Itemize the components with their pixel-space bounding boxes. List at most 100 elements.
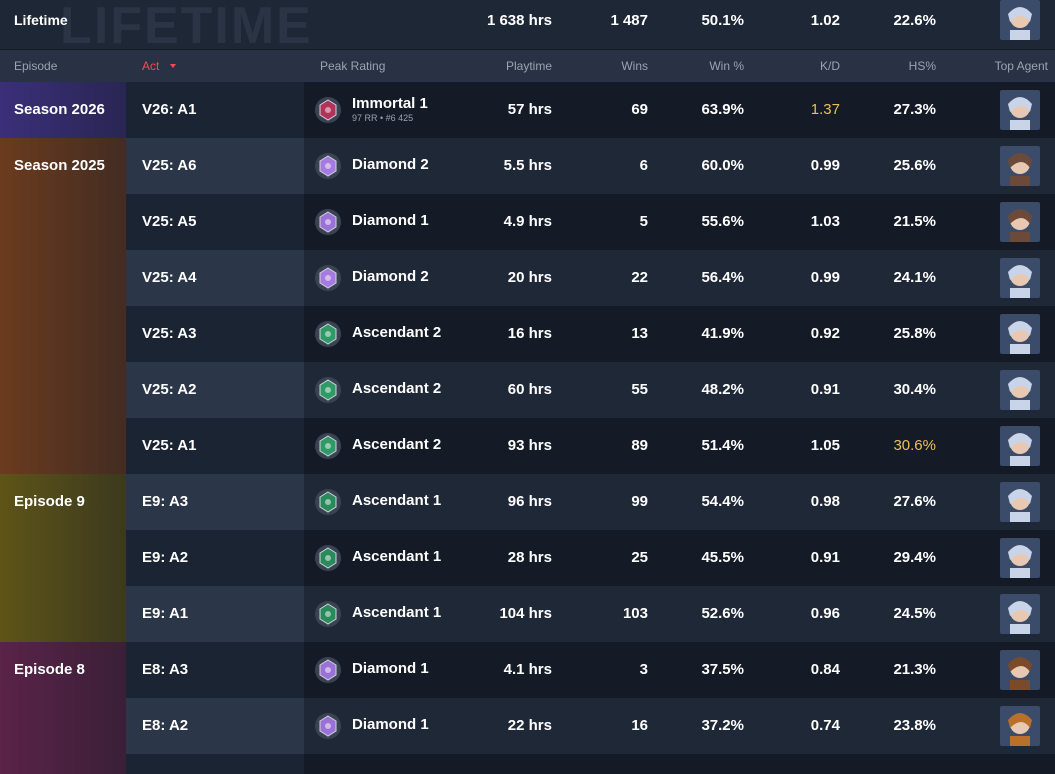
agent-avatar xyxy=(1000,594,1040,634)
act: E9: A1 xyxy=(142,605,189,622)
rank-icon xyxy=(315,265,341,291)
wins: 16 xyxy=(631,717,648,734)
header-peak: Peak Rating xyxy=(320,59,386,73)
episode-cell xyxy=(0,642,126,774)
kd: 0.98 xyxy=(810,493,840,510)
episode-cell xyxy=(0,82,126,138)
wins: 22 xyxy=(631,269,648,286)
rank: Diamond 1 xyxy=(352,660,429,677)
agent-avatar xyxy=(1000,538,1040,578)
act-bg xyxy=(126,362,304,418)
act: V25: A5 xyxy=(142,213,197,230)
agent-avatar xyxy=(1000,314,1040,354)
rank-icon xyxy=(315,713,341,739)
act: E9: A2 xyxy=(142,549,189,566)
rank: Ascendant 2 xyxy=(352,324,442,341)
sort-caret xyxy=(170,64,176,68)
win_pct: 52.6% xyxy=(701,605,744,622)
win_pct: 48.2% xyxy=(701,381,744,398)
episode-name: Season 2026 xyxy=(14,101,105,118)
rank-icon xyxy=(315,657,341,683)
playtime: 20 hrs xyxy=(507,269,552,286)
agent-avatar xyxy=(1000,202,1040,242)
hs: 27.6% xyxy=(893,493,936,510)
rank: Ascendant 1 xyxy=(352,604,442,621)
hs: 27.3% xyxy=(893,101,936,118)
lifetime-label: Lifetime xyxy=(14,12,68,28)
rank: Diamond 2 xyxy=(352,268,429,285)
rank: Ascendant 2 xyxy=(352,380,442,397)
hs: 24.5% xyxy=(893,605,936,622)
act: V26: A1 xyxy=(142,101,197,118)
wins: 55 xyxy=(631,381,648,398)
hs: 29.4% xyxy=(893,549,936,566)
act-bg xyxy=(126,418,304,474)
agent-avatar xyxy=(1000,370,1040,410)
agent-avatar xyxy=(1000,482,1040,522)
header-act[interactable]: Act xyxy=(142,59,160,73)
kd: 0.91 xyxy=(810,549,840,566)
playtime: 4.9 hrs xyxy=(503,213,552,230)
agent-avatar xyxy=(1000,706,1040,746)
win_pct: 54.4% xyxy=(701,493,744,510)
hs: 30.6% xyxy=(893,437,936,454)
act-bg xyxy=(126,306,304,362)
rank-icon xyxy=(315,433,341,459)
win_pct: 41.9% xyxy=(701,325,744,342)
kd: 0.84 xyxy=(810,661,840,678)
rank: Ascendant 1 xyxy=(352,548,442,565)
act-bg xyxy=(126,586,304,642)
lifetime-win_pct: 50.1% xyxy=(701,12,744,29)
act-bg xyxy=(126,642,304,698)
episode-name: Episode 8 xyxy=(14,661,85,678)
act: E9: A3 xyxy=(142,493,189,510)
lifetime-wins: 1 487 xyxy=(610,12,648,29)
kd: 0.99 xyxy=(810,157,840,174)
wins: 13 xyxy=(631,325,648,342)
rank-icon xyxy=(315,97,341,123)
act-bg xyxy=(126,474,304,530)
wins: 103 xyxy=(622,605,648,622)
hs: 25.6% xyxy=(893,157,936,174)
act-bg xyxy=(126,82,304,138)
episode-cell xyxy=(0,138,126,474)
kd: 0.92 xyxy=(810,325,840,342)
hs: 30.4% xyxy=(893,381,936,398)
win_pct: 45.5% xyxy=(701,549,744,566)
rank: Ascendant 2 xyxy=(352,436,442,453)
playtime: 4.1 hrs xyxy=(503,661,552,678)
act: V25: A4 xyxy=(142,269,197,286)
kd: 1.03 xyxy=(810,213,840,230)
act-bg xyxy=(126,138,304,194)
agent-avatar xyxy=(1000,146,1040,186)
lifetime-hs: 22.6% xyxy=(893,12,936,29)
kd: 1.37 xyxy=(810,101,840,118)
rank-icon xyxy=(315,321,341,347)
act: V25: A2 xyxy=(142,381,197,398)
act-bg xyxy=(126,530,304,586)
agent-avatar xyxy=(1000,258,1040,298)
wins: 99 xyxy=(631,493,648,510)
rank-rr: 97 RR • #6 425 xyxy=(352,113,414,123)
agent-avatar xyxy=(1000,90,1040,130)
header-win_pct: Win % xyxy=(709,59,744,73)
kd: 0.74 xyxy=(810,717,840,734)
rank-icon xyxy=(315,601,341,627)
agent-avatar xyxy=(1000,426,1040,466)
rank: Ascendant 1 xyxy=(352,492,442,509)
watermark: LIFETIME xyxy=(60,0,313,55)
hs: 21.5% xyxy=(893,213,936,230)
rank-icon xyxy=(315,545,341,571)
act: V25: A6 xyxy=(142,157,197,174)
wins: 6 xyxy=(639,157,648,174)
wins: 69 xyxy=(631,101,648,118)
episode-cell xyxy=(0,474,126,642)
header-kd: K/D xyxy=(819,59,840,73)
win_pct: 55.6% xyxy=(701,213,744,230)
episode-name: Season 2025 xyxy=(14,157,105,174)
agent-avatar xyxy=(1000,0,1040,40)
lifetime-playtime: 1 638 hrs xyxy=(486,12,552,29)
win_pct: 60.0% xyxy=(701,157,744,174)
wins: 25 xyxy=(631,549,648,566)
